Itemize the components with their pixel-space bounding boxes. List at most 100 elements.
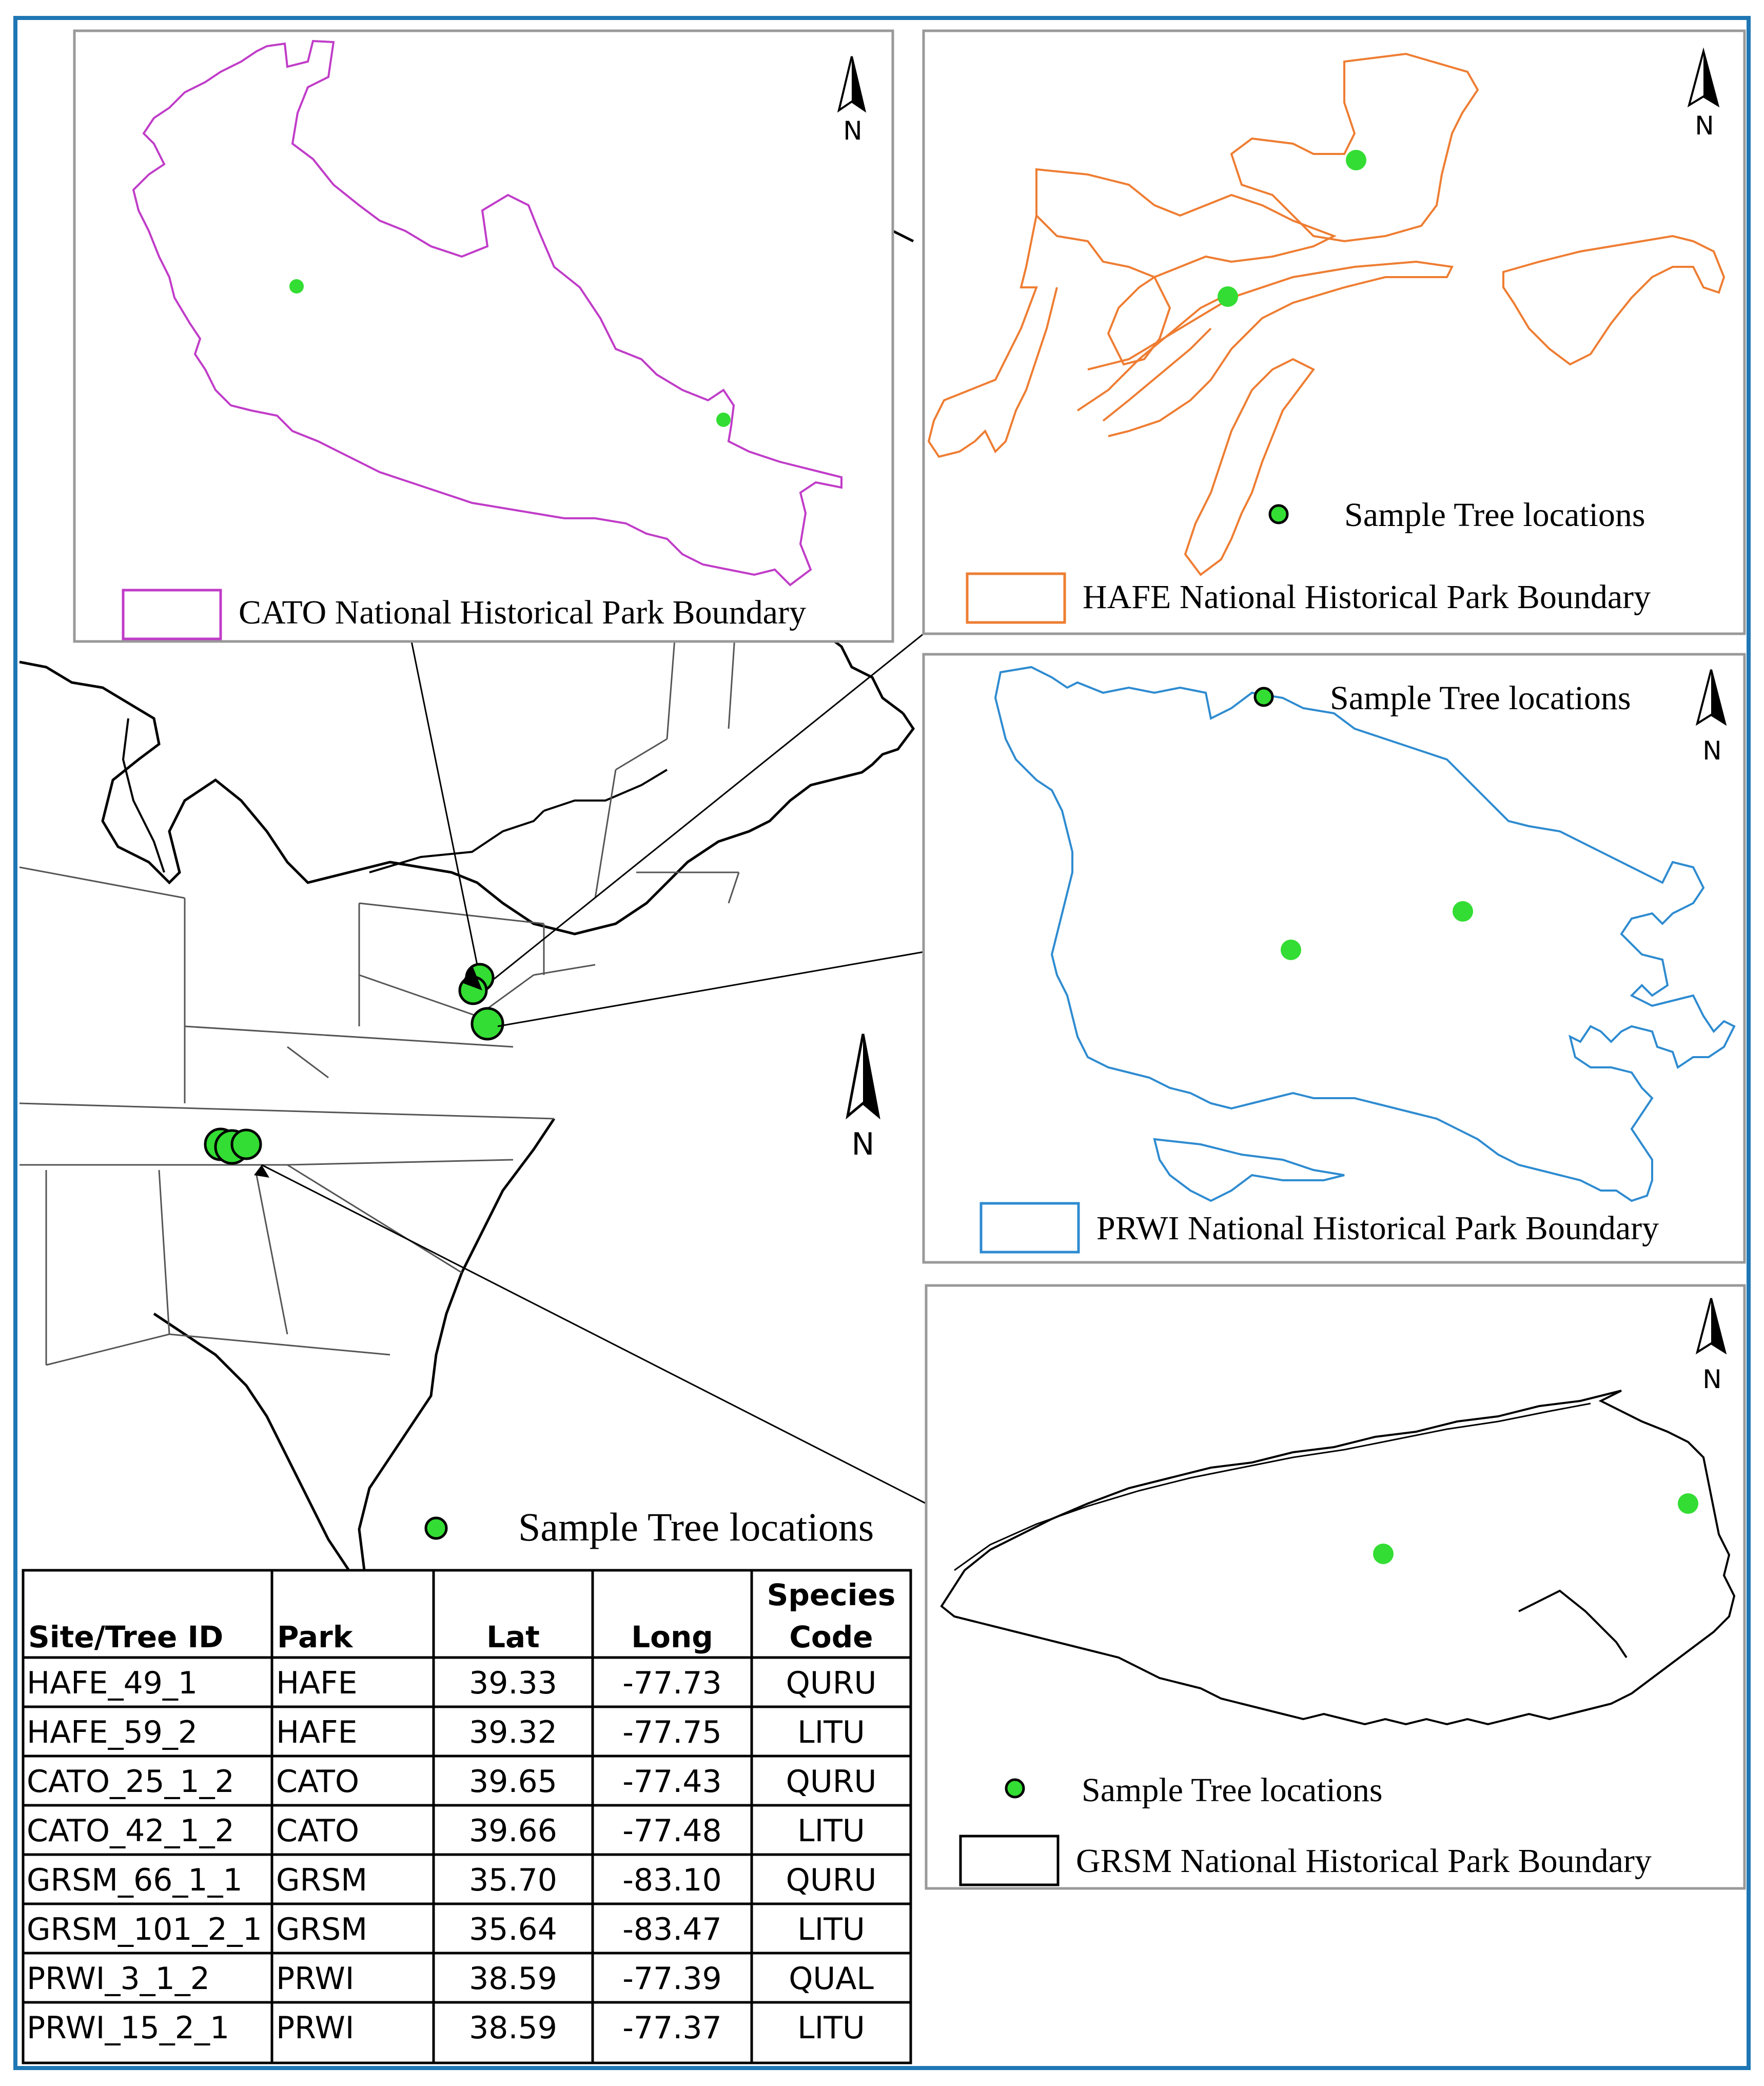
table-header-code: Code [789, 1620, 873, 1654]
hafe-legend-sample-label: Sample Tree locations [1344, 496, 1645, 534]
hafe-boundary [1035, 168, 1337, 279]
overview-north-arrow: N [846, 1034, 880, 1162]
table-grid [22, 1569, 912, 2064]
hafe-boundary [1184, 358, 1316, 576]
table-cell-lat: 35.64 [469, 1912, 557, 1947]
prwi-boundary [1153, 1138, 1345, 1202]
overview-coastline [19, 660, 915, 935]
table-cell-id: CATO_42_1_2 [27, 1813, 234, 1849]
table-cell-id: HAFE_59_2 [27, 1714, 198, 1750]
overview-florida [153, 1312, 364, 1572]
cato-boundary-label: CATO National Historical Park Boundary [239, 594, 806, 631]
table-cell-long: -77.75 [622, 1714, 721, 1750]
leader-lines [261, 633, 927, 1505]
table-cell-long: -77.73 [622, 1665, 721, 1701]
table-cell-park: CATO [276, 1813, 359, 1849]
north-label: N [1702, 1364, 1721, 1394]
cato-tree-marker [716, 413, 731, 427]
table-cell-park: PRWI [276, 1961, 354, 1997]
table-cell-code: LITU [797, 1813, 865, 1849]
table-cell-park: GRSM [276, 1912, 367, 1947]
table-header-long: Long [631, 1620, 713, 1654]
cato-tree-marker [289, 279, 304, 294]
table-header-species: Species [767, 1577, 896, 1612]
hafe-boundary [1107, 276, 1171, 366]
table-cell-long: -83.10 [622, 1862, 721, 1898]
table-cell-code: LITU [797, 2010, 865, 2046]
table-cell-id: PRWI_15_2_1 [27, 2010, 229, 2046]
table-cell-id: PRWI_3_1_2 [27, 1961, 210, 1997]
table-cell-id: GRSM_66_1_1 [27, 1862, 243, 1898]
table-cell-park: CATO [276, 1764, 359, 1800]
table-cell-code: QUAL [789, 1961, 874, 1997]
overview-marker [230, 1128, 262, 1160]
hafe-boundary [927, 215, 1058, 458]
table-header-lat: Lat [486, 1620, 540, 1654]
table-cell-long: -77.43 [622, 1764, 721, 1800]
table-cell-id: GRSM_101_2_1 [27, 1912, 262, 1947]
table-header-park: Park [277, 1620, 354, 1654]
hafe-boundary [1502, 235, 1726, 366]
prwi-tree-marker [1453, 901, 1473, 922]
table-cell-lat: 38.59 [469, 2010, 557, 2046]
prwi-boundary-label: PRWI National Historical Park Boundary [1096, 1210, 1659, 1247]
overview-marker [471, 1007, 504, 1041]
table-cell-lat: 39.65 [469, 1764, 557, 1800]
table-cell-lat: 38.59 [469, 1961, 557, 1997]
grsm-north-arrow: N [1695, 1298, 1727, 1394]
hafe-north-arrow: N [1687, 47, 1720, 141]
table-cell-lat: 39.33 [469, 1665, 557, 1701]
prwi-legend-swatch [979, 1202, 1080, 1254]
table-cell-lat: 39.66 [469, 1813, 557, 1849]
north-label: N [1695, 111, 1714, 141]
legend-marker-icon [424, 1516, 448, 1540]
table-cell-code: QURU [786, 1764, 877, 1800]
panel-cato: N CATO National Historical Park Boundary [73, 29, 894, 643]
table-cell-long: -77.39 [622, 1961, 721, 1997]
grsm-boundary-notch [1518, 1589, 1628, 1659]
hafe-legend-marker-icon [1268, 504, 1289, 524]
cato-legend-swatch [122, 589, 222, 640]
cato-boundary [132, 40, 842, 587]
table-cell-park: HAFE [276, 1665, 358, 1701]
lake-ontario [543, 769, 668, 812]
table-cell-code: LITU [797, 1714, 865, 1750]
hafe-tree-marker [1218, 286, 1238, 307]
north-label: N [1702, 736, 1721, 766]
hafe-river [1102, 327, 1212, 422]
grsm-legend-marker-icon [1005, 1778, 1025, 1799]
panel-grsm: N Sample Tree locations GRSM National Hi… [925, 1284, 1746, 1890]
hafe-tree-marker [1346, 150, 1366, 170]
table-cell-park: PRWI [276, 2010, 354, 2046]
table-cell-lat: 39.32 [469, 1714, 557, 1750]
hafe-legend-swatch [966, 572, 1066, 624]
table-cell-park: GRSM [276, 1862, 367, 1898]
hafe-boundary-label: HAFE National Historical Park Boundary [1083, 578, 1651, 616]
grsm-boundary [940, 1390, 1736, 1726]
table-header-site: Site/Tree ID [28, 1620, 223, 1654]
lake-michigan [122, 718, 165, 873]
cato-north-arrow: N [837, 56, 867, 146]
prwi-north-arrow: N [1695, 669, 1727, 766]
table-cell-park: HAFE [276, 1714, 358, 1750]
panel-prwi: Sample Tree locations N PRWI National Hi… [922, 653, 1746, 1264]
table-cell-long: -77.48 [622, 1813, 721, 1849]
overview-southeast-coast [358, 1118, 556, 1571]
prwi-legend-sample-label: Sample Tree locations [1330, 679, 1631, 717]
table-cell-id: CATO_25_1_2 [27, 1764, 234, 1800]
north-label: N [843, 116, 862, 146]
north-label: N [852, 1126, 875, 1162]
prwi-boundary [994, 666, 1736, 1202]
grsm-tree-marker [1373, 1544, 1394, 1564]
lake-erie [369, 810, 545, 873]
state-lines [19, 574, 740, 1366]
table-cell-long: -77.37 [622, 2010, 721, 2046]
table-cell-lat: 35.70 [469, 1862, 557, 1898]
table-cell-code: QURU [786, 1862, 877, 1898]
grsm-ridge [954, 1402, 1591, 1571]
table-cell-code: LITU [797, 1912, 865, 1947]
hafe-boundary [1230, 52, 1479, 243]
grsm-tree-marker [1678, 1493, 1698, 1514]
legend-sample-label: Sample Tree locations [518, 1505, 874, 1549]
